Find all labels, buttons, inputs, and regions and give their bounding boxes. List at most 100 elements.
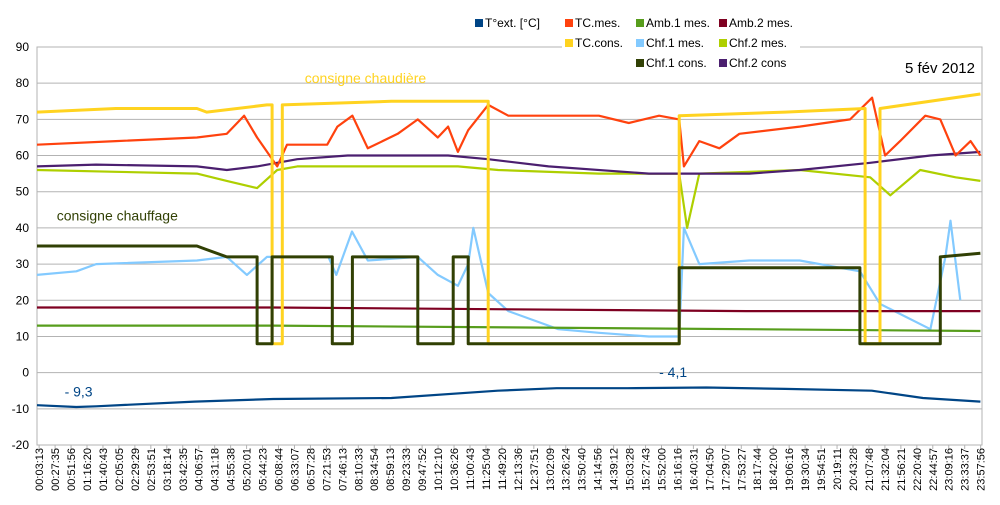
series-line-5 [36, 96, 982, 168]
x-tick-label: 08:34:54 [369, 448, 381, 491]
legend-swatch [565, 39, 573, 47]
legend-label: Chf.2 mes. [729, 36, 787, 50]
legend-label: Chf.1 mes. [646, 36, 704, 50]
x-tick-label: 06:57:28 [305, 448, 317, 491]
x-tick-label: 11:25:04 [481, 448, 493, 490]
x-tick-label: 03:42:35 [178, 448, 190, 491]
x-tick-label: 16:16:16 [672, 448, 684, 491]
y-tick-label: 20 [16, 293, 30, 307]
x-tick-label: 22:20:40 [912, 448, 924, 491]
series-line-1 [36, 165, 981, 229]
x-tick-label: 17:29:07 [720, 448, 732, 491]
x-tick-label: 06:33:07 [289, 448, 301, 491]
series-line-7 [37, 244, 981, 346]
x-tick-label: 20:43:28 [848, 448, 860, 491]
legend-bg [562, 34, 800, 74]
x-tick-label: 02:29:29 [130, 448, 142, 491]
x-tick-label: 21:07:48 [864, 448, 876, 491]
x-tick-label: 00:03:13 [34, 448, 46, 491]
x-tick-label: 08:10:33 [353, 448, 365, 491]
y-tick-label: 0 [22, 366, 29, 380]
annotation: - 9,3 [65, 384, 93, 400]
y-tick-label: 10 [16, 329, 30, 343]
legend-swatch [565, 19, 573, 27]
legend-label: Amb.2 mes. [729, 16, 793, 30]
series-line-4 [37, 324, 981, 333]
x-tick-label: 11:49:20 [497, 448, 509, 490]
annotation: consigne chauffage [57, 208, 178, 224]
series-line-2 [36, 150, 981, 175]
x-tick-label: 21:56:21 [896, 448, 908, 491]
x-tick-label: 09:23:33 [401, 448, 413, 491]
legend-label: TC.cons. [575, 36, 623, 50]
y-tick-label: 40 [16, 221, 30, 235]
x-tick-label: 04:31:18 [210, 448, 222, 491]
x-tick-label: 09:47:52 [417, 448, 429, 491]
x-tick-label: 17:53:27 [736, 448, 748, 491]
x-tick-label: 13:02:09 [545, 448, 557, 491]
x-tick-label: 18:17:44 [752, 448, 764, 491]
x-tick-label: 13:26:24 [561, 448, 573, 491]
annotation: - 4,1 [659, 364, 687, 380]
x-tick-label: 00:51:56 [66, 448, 78, 491]
x-tick-label: 00:27:35 [50, 448, 62, 491]
legend-swatch [719, 39, 727, 47]
x-tick-label: 07:46:13 [337, 448, 349, 491]
legend-swatch [636, 39, 644, 47]
y-tick-label: 80 [16, 76, 30, 90]
x-tick-label: 21:32:04 [880, 448, 892, 491]
title-bg [892, 56, 978, 78]
legend-label: Chf.1 cons. [646, 56, 707, 70]
x-tick-label: 12:13:36 [513, 448, 525, 491]
x-tick-label: 14:14:56 [593, 448, 605, 491]
legend-label: Amb.1 mes. [646, 16, 710, 30]
y-tick-label: 70 [16, 112, 30, 126]
y-tick-label: 30 [16, 257, 30, 271]
x-tick-label: 01:40:43 [98, 448, 110, 491]
y-tick-label: -20 [12, 438, 30, 452]
x-tick-label: 15:27:43 [641, 448, 653, 491]
series-line-3 [37, 306, 981, 313]
x-tick-label: 11:00:43 [465, 448, 477, 490]
x-tick-label: 01:16:20 [82, 448, 94, 491]
x-tick-label: 23:57:56 [976, 448, 988, 491]
legend-swatch [636, 59, 644, 67]
x-tick-label: 12:37:51 [529, 448, 541, 491]
x-tick-label: 03:18:14 [162, 448, 174, 491]
x-tick-label: 19:30:34 [800, 448, 812, 491]
y-tick-label: 50 [16, 185, 30, 199]
y-tick-label: -10 [12, 402, 30, 416]
x-tick-label: 15:03:28 [625, 448, 637, 491]
x-tick-label: 04:55:38 [226, 448, 238, 491]
x-tick-label: 05:44:23 [258, 448, 270, 491]
x-tick-label: 15:52:00 [656, 448, 668, 491]
y-tick-label: 90 [16, 40, 30, 54]
legend-label: Chf.2 cons [729, 56, 786, 70]
x-tick-label: 10:36:26 [449, 448, 461, 491]
x-tick-label: 23:09:16 [944, 448, 956, 491]
x-tick-label: 14:39:12 [609, 448, 621, 491]
x-tick-label: 19:54:51 [816, 448, 828, 491]
x-tick-label: 20:19:11 [832, 448, 844, 490]
x-tick-label: 13:50:40 [577, 448, 589, 491]
x-tick-label: 19:06:16 [784, 448, 796, 491]
x-tick-label: 22:44:57 [928, 448, 940, 491]
x-tick-label: 06:08:44 [273, 448, 285, 491]
x-tick-label: 02:05:05 [114, 448, 126, 491]
x-tick-label: 18:42:00 [768, 448, 780, 491]
legend-swatch [475, 19, 483, 27]
chart-title: 5 fév 2012 [905, 60, 975, 77]
y-tick-label: 60 [16, 149, 30, 163]
series-line-0 [36, 219, 962, 338]
legend-swatch [719, 19, 727, 27]
legend-swatch [636, 19, 644, 27]
x-tick-label: 05:20:01 [242, 448, 254, 491]
series-line-8 [36, 386, 981, 409]
x-tick-label: 23:33:37 [960, 448, 972, 491]
x-tick-label: 16:40:31 [688, 448, 700, 491]
x-tick-label: 02:53:51 [146, 448, 158, 491]
x-tick-label: 04:06:57 [194, 448, 206, 491]
legend-label: TC.mes. [575, 16, 620, 30]
annotation: consigne chaudière [305, 70, 427, 86]
